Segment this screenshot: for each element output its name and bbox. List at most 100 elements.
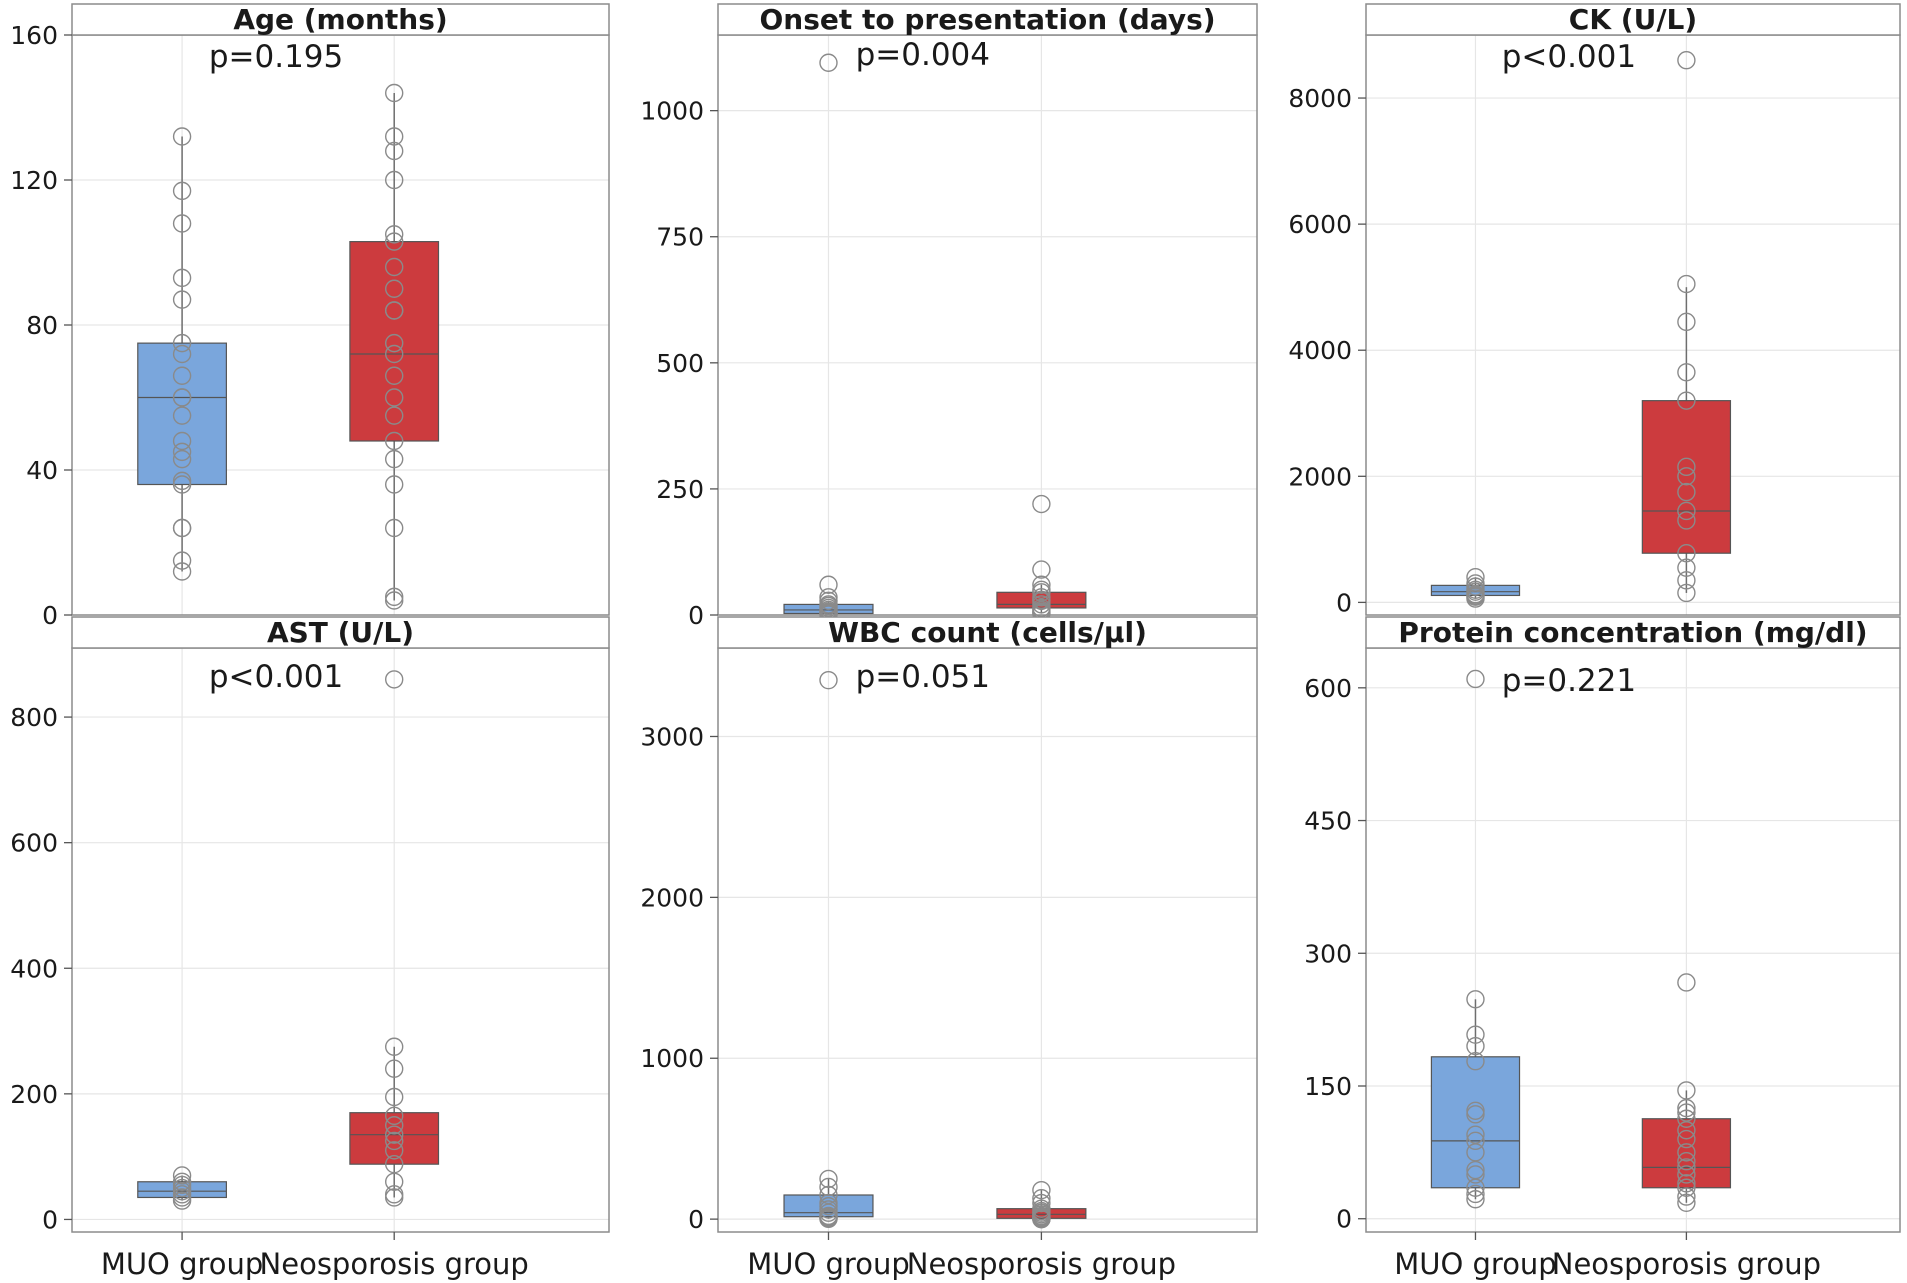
neosporosis-data-point bbox=[1677, 274, 1696, 294]
neosporosis-data-point bbox=[1677, 583, 1696, 603]
muo-data-point bbox=[172, 431, 192, 451]
neosporosis-data-point bbox=[385, 127, 404, 146]
y-tick-label: 0 bbox=[1336, 1205, 1352, 1234]
neosporosis-data-point bbox=[385, 279, 404, 298]
y-tick-label: 150 bbox=[1304, 1072, 1352, 1101]
panel-6: Protein concentration (mg/dl) p=0.221 0 150… bbox=[1304, 616, 1901, 1281]
muo-data-point bbox=[819, 595, 838, 614]
neosporosis-data-point bbox=[385, 1154, 404, 1174]
neosporosis-data-point bbox=[1032, 595, 1051, 614]
neosporosis-data-point bbox=[385, 449, 404, 469]
neosporosis-data-point bbox=[385, 1131, 404, 1151]
neosporosis-data-point bbox=[385, 431, 404, 451]
panel-4: AST (U/L) p<0.001 0 200 400 600 800 MUO groupNe… bbox=[10, 616, 610, 1281]
muo-data-point bbox=[1466, 990, 1485, 1009]
muo-data-point bbox=[819, 1169, 838, 1189]
p-value-label: p<0.001 bbox=[209, 659, 343, 695]
neosporosis-data-point bbox=[1677, 571, 1696, 590]
muo-data-point bbox=[172, 366, 192, 385]
neosporosis-data-point bbox=[385, 344, 404, 364]
neosporosis-data-point bbox=[385, 518, 404, 538]
y-tick-label: 300 bbox=[1304, 939, 1352, 968]
neosporosis-data-point bbox=[1677, 1178, 1696, 1197]
p-value-label: p=0.195 bbox=[209, 39, 343, 75]
neosporosis-data-point bbox=[385, 475, 404, 494]
muo-data-point bbox=[172, 475, 192, 494]
neosporosis-data-point bbox=[1032, 575, 1051, 594]
neosporosis-data-point bbox=[1677, 1165, 1696, 1184]
muo-data-point bbox=[1466, 1025, 1485, 1044]
y-tick-label: 3000 bbox=[640, 722, 704, 751]
panel-2: Onset to presentation (days)p=0.004 0 250 5… bbox=[640, 3, 1258, 630]
muo-data-point bbox=[1466, 574, 1485, 593]
muo-box bbox=[137, 342, 227, 486]
neosporosis-data-point bbox=[1677, 312, 1696, 332]
panel-1: Age (months)p=0.195 0 40 80 120 160 bbox=[10, 3, 610, 630]
y-tick-label: 1000 bbox=[640, 1044, 704, 1073]
panel-title: Onset to presentation (days) bbox=[759, 3, 1215, 36]
muo-data-point bbox=[1466, 1105, 1485, 1124]
x-category-label: Neosporosis group bbox=[1552, 1247, 1821, 1281]
y-tick-label: 40 bbox=[26, 456, 58, 485]
neosporosis-data-point bbox=[1677, 363, 1696, 382]
neosporosis-data-point bbox=[385, 225, 404, 244]
neosporosis-data-point bbox=[1677, 1143, 1696, 1162]
muo-data-point bbox=[172, 127, 192, 146]
neosporosis-data-point bbox=[385, 388, 404, 407]
muo-data-point bbox=[819, 1185, 838, 1205]
y-tick-label: 200 bbox=[10, 1080, 58, 1109]
y-tick-label: 2000 bbox=[640, 883, 704, 912]
neosporosis-data-point bbox=[1677, 51, 1696, 70]
neosporosis-data-point bbox=[1677, 457, 1696, 477]
neosporosis-data-point bbox=[385, 232, 404, 251]
neosporosis-data-point bbox=[385, 1059, 404, 1078]
y-tick-label: 0 bbox=[42, 601, 58, 630]
neosporosis-data-point bbox=[1677, 558, 1696, 577]
neosporosis-data-point bbox=[385, 83, 404, 103]
muo-data-point bbox=[819, 588, 838, 607]
panel-3: CK (U/L)p<0.001 0 2000 4000 6000 8000 bbox=[1288, 3, 1901, 617]
title-bar bbox=[71, 3, 610, 36]
muo-data-point bbox=[172, 290, 192, 309]
y-tick-label: 800 bbox=[10, 703, 58, 732]
muo-data-point bbox=[172, 268, 192, 288]
neosporosis-data-point bbox=[1677, 1152, 1696, 1171]
muo-data-point bbox=[172, 449, 192, 469]
y-tick-label: 250 bbox=[656, 475, 704, 504]
neosporosis-data-point bbox=[1032, 588, 1051, 607]
neosporosis-data-point bbox=[385, 1087, 404, 1107]
muo-data-point bbox=[819, 1193, 838, 1213]
y-tick-label: 0 bbox=[42, 1205, 58, 1234]
y-tick-label: 80 bbox=[26, 311, 58, 340]
neosporosis-data-point bbox=[385, 1141, 404, 1160]
plot-frame bbox=[1365, 34, 1901, 616]
y-tick-label: 500 bbox=[656, 349, 704, 378]
y-tick-label: 120 bbox=[10, 166, 58, 195]
neosporosis-data-point bbox=[1032, 560, 1051, 579]
muo-data-point bbox=[1466, 1190, 1485, 1209]
neosporosis-box bbox=[349, 1112, 440, 1165]
neosporosis-data-point bbox=[385, 1185, 404, 1204]
muo-data-point bbox=[1466, 1165, 1485, 1184]
panel-title: Protein concentration (mg/dl) bbox=[1398, 616, 1867, 649]
panel-title: AST (U/L) bbox=[267, 616, 414, 649]
neosporosis-data-point bbox=[1677, 1129, 1696, 1149]
neosporosis-data-point bbox=[1677, 973, 1696, 992]
muo-data-point bbox=[172, 333, 192, 353]
p-value-label: p=0.221 bbox=[1502, 663, 1636, 699]
y-tick-label: 750 bbox=[656, 223, 704, 252]
neosporosis-data-point bbox=[385, 670, 404, 689]
neosporosis-data-point bbox=[385, 366, 404, 385]
neosporosis-data-point bbox=[1677, 391, 1696, 410]
muo-data-point bbox=[1466, 1036, 1485, 1056]
title-bar bbox=[717, 616, 1258, 649]
muo-data-point bbox=[1466, 1125, 1485, 1144]
title-bar bbox=[71, 616, 610, 649]
neosporosis-box bbox=[349, 241, 440, 442]
neosporosis-data-point bbox=[385, 1106, 404, 1126]
neosporosis-data-point bbox=[385, 170, 404, 190]
neosporosis-data-point bbox=[1032, 494, 1051, 514]
title-bar bbox=[717, 3, 1258, 36]
y-tick-label: 0 bbox=[688, 601, 704, 630]
neosporosis-data-point bbox=[1677, 1193, 1696, 1213]
